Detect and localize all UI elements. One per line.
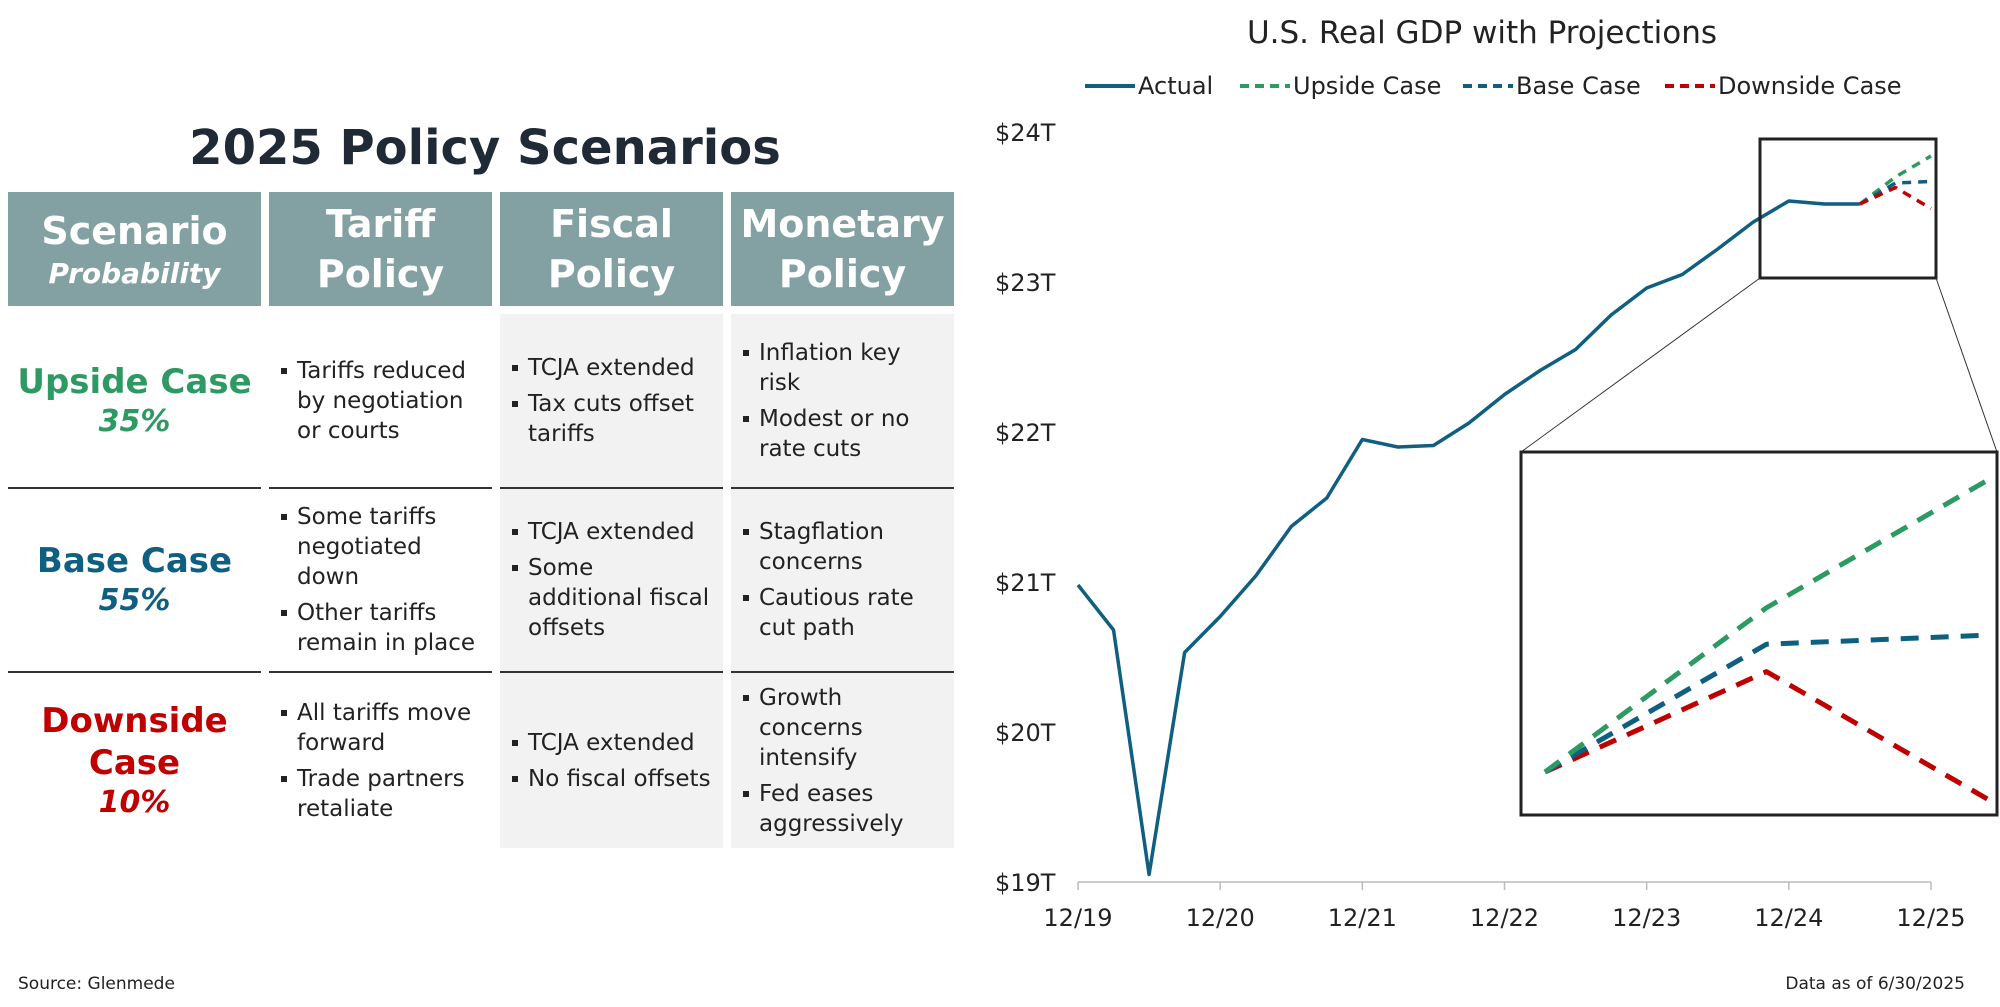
legend-label: Base Case bbox=[1516, 72, 1641, 100]
x-tick-label: 12/24 bbox=[1754, 904, 1823, 932]
downside-monetary-cell: Growth concerns intensify Fed eases aggr… bbox=[731, 671, 954, 848]
list-item: Fed eases aggressively bbox=[743, 779, 942, 839]
legend-item-downside-case: Downside Case bbox=[1665, 72, 1902, 100]
header-monetary: Monetary Policy bbox=[731, 192, 954, 306]
header-fiscal: Fiscal Policy bbox=[500, 192, 723, 306]
base-monetary-cell: Stagflation concerns Cautious rate cut p… bbox=[731, 487, 954, 671]
list-item: Tax cuts offset tariffs bbox=[512, 389, 711, 449]
list-item: Growth concerns intensify bbox=[743, 683, 942, 773]
list-item: Stagflation concerns bbox=[743, 517, 942, 577]
x-tick-label: 12/20 bbox=[1186, 904, 1255, 932]
x-tick-label: 12/25 bbox=[1896, 904, 1965, 932]
list-item: Cautious rate cut path bbox=[743, 583, 942, 643]
y-tick-label: $22T bbox=[995, 419, 1056, 447]
scenario-upside-name: Upside Case bbox=[17, 361, 252, 402]
scenario-base-name: Base Case bbox=[36, 541, 233, 581]
y-tick-label: $23T bbox=[995, 269, 1056, 297]
legend-item-actual: Actual bbox=[1085, 72, 1213, 100]
header-probability-label: Probability bbox=[48, 257, 221, 290]
chart-inset bbox=[1519, 137, 1999, 817]
header-scenario: Scenario Probability bbox=[8, 192, 261, 306]
legend-label: Downside Case bbox=[1718, 72, 1902, 100]
gdp-chart: U.S. Real GDP with Projections Actual Ups… bbox=[995, 15, 1999, 932]
base-tariff-cell: Some tariffs negotiated down Other tarif… bbox=[269, 487, 492, 671]
legend-label: Upside Case bbox=[1293, 72, 1441, 100]
inset-box bbox=[1519, 450, 1999, 817]
downside-fiscal-cell: TCJA extended No fiscal offsets bbox=[500, 671, 723, 848]
series-line-upside-case bbox=[1858, 154, 1932, 206]
list-item: Trade partners retaliate bbox=[281, 764, 480, 824]
header-fiscal-line1: Fiscal bbox=[550, 202, 673, 246]
y-tick-label: $19T bbox=[995, 869, 1056, 897]
scenario-downside-prob: 10% bbox=[98, 784, 171, 820]
list-item: TCJA extended bbox=[512, 728, 711, 758]
legend-label: Actual bbox=[1138, 72, 1213, 100]
series-line-upside-case bbox=[1543, 477, 1990, 775]
upside-fiscal-cell: TCJA extended Tax cuts offset tariffs bbox=[500, 314, 723, 487]
list-item: Modest or no rate cuts bbox=[743, 404, 942, 464]
series-line-actual bbox=[1076, 199, 1860, 877]
list-item: Other tariffs remain in place bbox=[281, 598, 480, 658]
y-tick-label: $24T bbox=[995, 119, 1056, 147]
upside-monetary-cell: Inflation key risk Modest or no rate cut… bbox=[731, 314, 954, 487]
source-note: Source: Glenmede bbox=[18, 974, 175, 994]
list-item: TCJA extended bbox=[512, 353, 711, 383]
header-tariff-line1: Tariff bbox=[325, 202, 436, 246]
scenario-table: Scenario Probability Tariff Policy Fisca… bbox=[8, 192, 954, 848]
chart-axes: 12/19 12/20 12/21 12/22 12/23 12/24 12/25 $19T $… bbox=[995, 119, 1966, 932]
downside-tariff-cell: All tariffs move forward Trade partners … bbox=[269, 671, 492, 848]
x-tick-label: 12/23 bbox=[1612, 904, 1681, 932]
header-monetary-line2: Policy bbox=[778, 252, 907, 296]
zoom-connector bbox=[1520, 277, 1761, 453]
chart-legend: Actual Upside Case Base Case Downside Case bbox=[1085, 72, 1902, 100]
series-line-base-case bbox=[1859, 179, 1932, 206]
scenario-base: Base Case 55% bbox=[8, 487, 261, 671]
header-tariff-line2: Policy bbox=[316, 252, 445, 296]
base-fiscal-cell: TCJA extended Some additional fiscal off… bbox=[500, 487, 723, 671]
x-tick-label: 12/21 bbox=[1328, 904, 1397, 932]
scenario-downside: Downside Case 10% bbox=[8, 671, 261, 848]
list-item: Tariffs reduced by negotiation or courts bbox=[281, 356, 480, 446]
list-item: Inflation key risk bbox=[743, 338, 942, 398]
header-fiscal-line2: Policy bbox=[547, 252, 676, 296]
scenario-upside-prob: 35% bbox=[98, 403, 171, 439]
series-line-downside-case bbox=[1543, 669, 1990, 802]
list-item: Some additional fiscal offsets bbox=[512, 553, 711, 643]
scenario-downside-name-line1: Downside bbox=[41, 700, 228, 741]
header-tariff: Tariff Policy bbox=[269, 192, 492, 306]
scenario-downside-name-line2: Case bbox=[88, 742, 181, 783]
chart-plot-area bbox=[1076, 154, 1932, 877]
y-tick-label: $21T bbox=[995, 569, 1056, 597]
series-line-downside-case bbox=[1859, 185, 1932, 211]
series-line-base-case bbox=[1543, 632, 1989, 775]
legend-item-upside-case: Upside Case bbox=[1240, 72, 1441, 100]
header-monetary-line1: Monetary bbox=[740, 202, 945, 246]
list-item: All tariffs move forward bbox=[281, 698, 480, 758]
upside-tariff-cell: Tariffs reduced by negotiation or courts bbox=[269, 314, 492, 487]
zoom-box bbox=[1758, 137, 1938, 280]
list-item: TCJA extended bbox=[512, 517, 711, 547]
y-tick-label: $20T bbox=[995, 719, 1056, 747]
x-tick-label: 12/22 bbox=[1470, 904, 1539, 932]
header-scenario-label: Scenario bbox=[41, 209, 228, 253]
data-as-of-note: Data as of 6/30/2025 bbox=[1785, 974, 1965, 994]
chart-title: U.S. Real GDP with Projections bbox=[1247, 15, 1717, 51]
zoom-connector bbox=[1935, 277, 1998, 453]
scenario-base-prob: 55% bbox=[98, 583, 171, 618]
legend-item-base-case: Base Case bbox=[1463, 72, 1641, 100]
list-item: No fiscal offsets bbox=[512, 764, 711, 794]
scenario-upside: Upside Case 35% bbox=[8, 314, 261, 487]
table-title: 2025 Policy Scenarios bbox=[189, 120, 781, 176]
x-tick-label: 12/19 bbox=[1043, 904, 1112, 932]
list-item: Some tariffs negotiated down bbox=[281, 502, 480, 592]
